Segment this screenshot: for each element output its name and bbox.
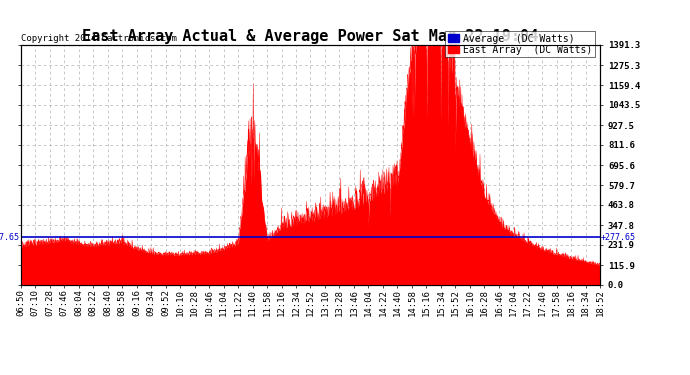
Text: +277.65: +277.65 xyxy=(601,232,636,242)
Text: +277.65: +277.65 xyxy=(0,232,20,242)
Text: Copyright 2014 Cartronics.com: Copyright 2014 Cartronics.com xyxy=(21,34,177,43)
Title: East Array Actual & Average Power Sat Mar 22 19:04: East Array Actual & Average Power Sat Ma… xyxy=(82,29,539,44)
Legend: Average  (DC Watts), East Array  (DC Watts): Average (DC Watts), East Array (DC Watts… xyxy=(445,31,595,57)
